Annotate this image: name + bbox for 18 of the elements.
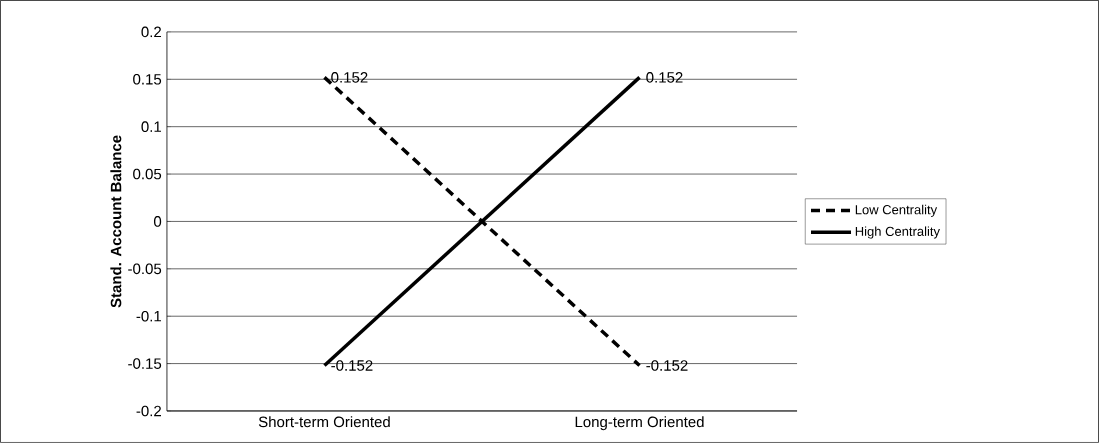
data-label: 0.152 [331, 72, 368, 83]
legend-label: High Centrality [855, 226, 940, 239]
y-tick-label: -0.1 [136, 310, 162, 322]
y-tick-label: 0.1 [141, 121, 162, 133]
x-tick-label: Long-term Oriented [575, 416, 704, 431]
y-tick-label: 0.05 [133, 168, 162, 180]
data-label: 0.152 [646, 72, 683, 83]
y-tick-label: 0 [153, 216, 162, 227]
y-tick-label: 0.2 [141, 26, 161, 38]
y-tick-label: -0.15 [128, 358, 162, 369]
y-tick-label: 0.15 [133, 74, 162, 85]
y-tick-label: -0.05 [128, 263, 162, 275]
y-tick-label: -0.2 [136, 405, 161, 417]
legend-label: Low Centrality [855, 204, 938, 217]
data-label: -0.152 [331, 360, 373, 371]
data-label: -0.152 [646, 360, 688, 371]
y-axis-title: Stand. Account Balance [110, 135, 122, 308]
x-tick-label: Short-term Oriented [258, 416, 390, 428]
